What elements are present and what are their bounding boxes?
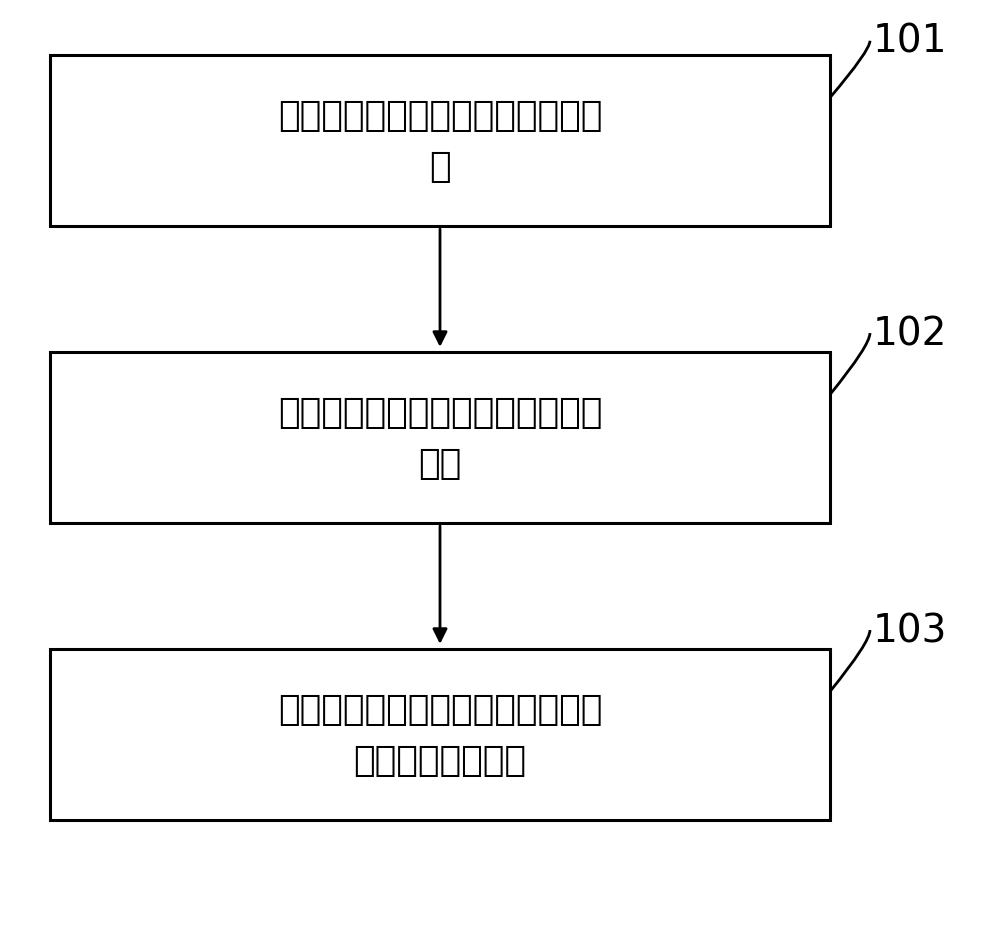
Text: 102: 102 (873, 315, 947, 352)
Text: 101: 101 (873, 23, 947, 60)
Text: 103: 103 (873, 612, 947, 649)
Bar (50, 56, 830, 227)
Text: 获取当前排污时间间隔内的锅炉效
率: 获取当前排污时间间隔内的锅炉效 率 (278, 99, 602, 184)
Bar (50, 352, 830, 524)
Text: 根据排污水质量和锅炉效率，实时
调整排污时间间隔: 根据排污水质量和锅炉效率，实时 调整排污时间间隔 (278, 692, 602, 777)
Bar (50, 649, 830, 820)
Text: 检测当前排污时间间隔内的排污水
质量: 检测当前排污时间间隔内的排污水 质量 (278, 396, 602, 480)
